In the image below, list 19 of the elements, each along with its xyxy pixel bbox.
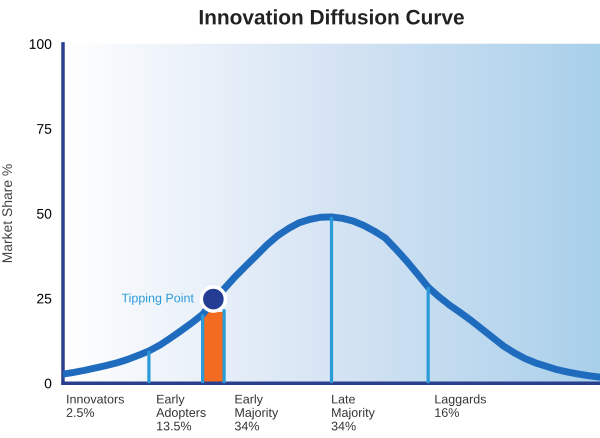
x-tick-label: Innovators 2.5% xyxy=(66,394,124,418)
y-tick-label: 75 xyxy=(37,124,52,134)
y-tick-label: 100 xyxy=(30,39,52,49)
x-tick-label: Early Adopters 13.5% xyxy=(156,394,206,430)
bar xyxy=(222,309,226,384)
chart-title: Innovation Diffusion Curve xyxy=(200,9,464,25)
x-tick-label: Laggards 16% xyxy=(435,394,486,418)
y-axis-title: Market Share % xyxy=(2,164,12,262)
bar xyxy=(201,314,204,384)
y-tick-label: 0 xyxy=(44,378,52,388)
bar xyxy=(330,216,334,384)
x-tick-label: Early Majority 34% xyxy=(234,394,278,430)
bar xyxy=(426,287,430,384)
bar xyxy=(204,312,224,384)
y-tick-label: 25 xyxy=(37,294,52,304)
x-tick-label: Late Majority 34% xyxy=(332,394,375,430)
y-tick-label: 50 xyxy=(36,208,52,219)
annotation: Tipping Point xyxy=(122,293,194,305)
bar xyxy=(147,351,151,384)
